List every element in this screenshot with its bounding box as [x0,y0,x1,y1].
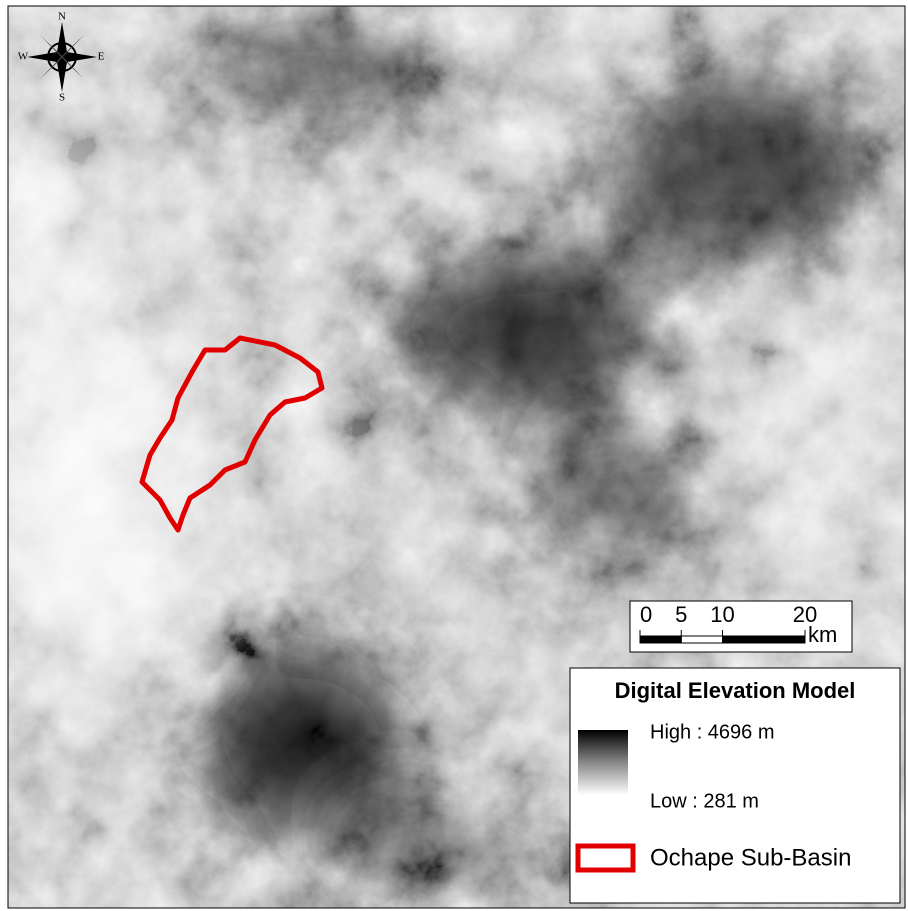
compass-south: S [59,92,65,104]
scale-unit: km [808,622,837,647]
compass-east: E [98,51,105,63]
scale-segment [722,635,806,644]
legend-high: High : 4696 m [650,721,775,743]
legend-title: Digital Elevation Model [615,678,856,703]
compass-north: N [58,11,66,23]
scale-segment [680,635,723,644]
scale-segment [639,635,682,644]
legend: Digital Elevation Model High : 4696 m Lo… [569,667,901,904]
scale-label: 20 [793,602,817,627]
map-frame [7,5,906,909]
scale-label: 0 [640,602,652,627]
scale-label: 5 [675,602,687,627]
scale-label: 10 [710,602,734,627]
compass-rose: N S W E [18,11,105,104]
legend-boundary-swatch [575,843,636,873]
sub-basin-boundary [139,335,325,533]
legend-low: Low : 281 m [650,790,759,812]
legend-ramp [578,730,628,795]
legend-boundary: Ochape Sub-Basin [650,844,851,871]
compass-west: W [18,51,29,63]
